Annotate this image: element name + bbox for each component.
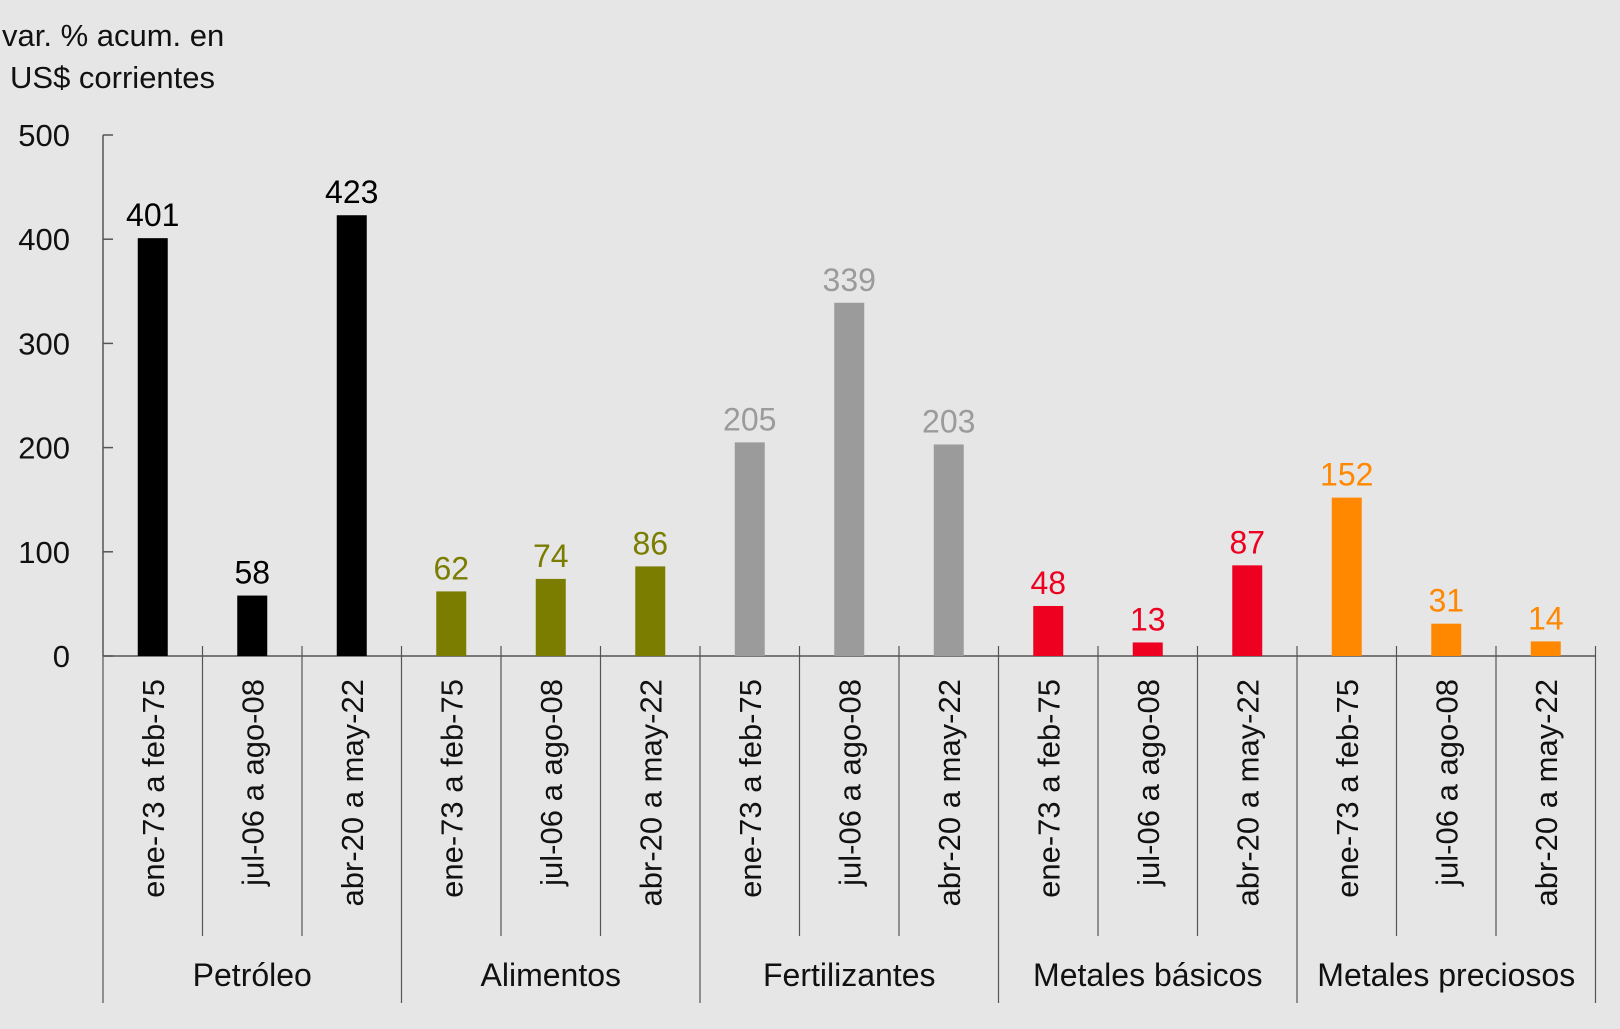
- data-label: 31: [1428, 583, 1464, 619]
- y-tick-label: 500: [18, 118, 70, 153]
- x-category-label: abr-20 a may-22: [335, 679, 370, 906]
- bar: [1232, 565, 1263, 656]
- x-category-label: abr-20 a may-22: [1529, 679, 1564, 906]
- x-category-label: abr-20 a may-22: [1230, 679, 1265, 906]
- bar: [834, 302, 865, 656]
- bar: [535, 578, 566, 656]
- bar: [237, 595, 268, 656]
- x-category-label: ene-73 a feb-75: [1031, 679, 1066, 898]
- data-label: 423: [325, 174, 378, 210]
- data-label: 13: [1130, 601, 1166, 637]
- data-label: 58: [234, 555, 270, 591]
- plot-area: 0 100 200 300 400 500 401 ene-73 a feb-75 58 jul-…: [18, 118, 1597, 1003]
- x-category-label: abr-20 a may-22: [633, 679, 668, 906]
- bar: [336, 215, 367, 656]
- data-label: 48: [1030, 565, 1066, 601]
- x-category-label: jul-06 a ago-08: [534, 679, 569, 887]
- x-category-label: abr-20 a may-22: [932, 679, 967, 906]
- x-category-label: ene-73 a feb-75: [733, 679, 768, 898]
- data-label: 339: [823, 262, 876, 298]
- y-tick-label: 400: [18, 222, 70, 257]
- bar: [734, 442, 765, 656]
- x-category-label: jul-06 a ago-08: [1131, 679, 1166, 887]
- data-label: 74: [533, 538, 569, 574]
- bar: [1431, 623, 1462, 656]
- data-label: 62: [433, 550, 469, 586]
- bar: [1530, 641, 1561, 656]
- y-tick-label: 100: [18, 535, 70, 570]
- x-group-label: Alimentos: [481, 957, 622, 993]
- data-label: 86: [632, 525, 668, 561]
- x-category-label: jul-06 a ago-08: [1429, 679, 1464, 887]
- data-label: 152: [1320, 457, 1373, 493]
- x-group-label: Petróleo: [193, 957, 312, 993]
- x-group-label: Metales básicos: [1033, 957, 1262, 993]
- bar: [933, 444, 964, 656]
- bar: [436, 591, 467, 656]
- data-label: 87: [1229, 524, 1265, 560]
- data-label: 205: [723, 401, 776, 437]
- x-category-label: ene-73 a feb-75: [434, 679, 469, 898]
- data-label: 401: [126, 197, 179, 233]
- y-tick-label: 0: [53, 639, 70, 674]
- bar: [635, 566, 666, 656]
- data-label: 14: [1528, 600, 1564, 636]
- y-axis-label-line-2: US$ corrientes: [10, 60, 215, 95]
- y-tick-label: 200: [18, 431, 70, 466]
- bar: [137, 238, 168, 656]
- data-label: 203: [922, 403, 975, 439]
- x-category-label: jul-06 a ago-08: [832, 679, 867, 887]
- x-group-label: Fertilizantes: [763, 957, 936, 993]
- x-category-label: ene-73 a feb-75: [136, 679, 171, 898]
- bar: [1331, 497, 1362, 656]
- y-axis-label-line-1: var. % acum. en: [2, 18, 224, 53]
- x-category-label: ene-73 a feb-75: [1330, 679, 1365, 898]
- bar: [1132, 642, 1163, 656]
- bar: [1033, 605, 1064, 656]
- x-group-label: Metales preciosos: [1317, 957, 1575, 993]
- y-tick-label: 300: [18, 326, 70, 361]
- x-category-label: jul-06 a ago-08: [235, 679, 270, 887]
